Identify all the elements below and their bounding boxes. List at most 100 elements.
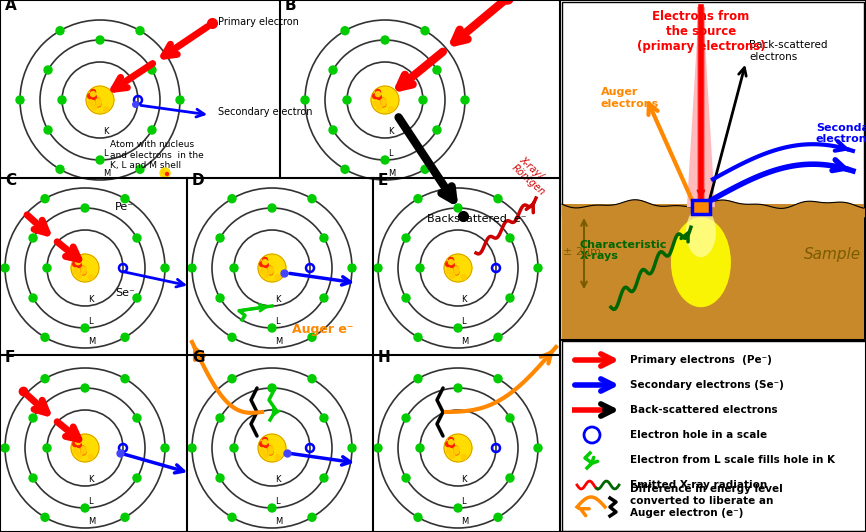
Circle shape: [41, 513, 49, 521]
Text: A: A: [5, 0, 16, 13]
Circle shape: [56, 165, 64, 173]
Circle shape: [268, 449, 273, 454]
Bar: [562, 341, 866, 531]
Polygon shape: [687, 7, 715, 207]
Text: Primary electrons  (Pe⁻): Primary electrons (Pe⁻): [630, 355, 772, 365]
Ellipse shape: [686, 207, 716, 257]
Text: K: K: [103, 127, 108, 136]
Circle shape: [381, 156, 389, 164]
Circle shape: [275, 275, 281, 280]
Circle shape: [308, 375, 316, 383]
Text: G: G: [192, 350, 204, 365]
Bar: [697, 7, 705, 207]
Circle shape: [77, 453, 81, 458]
Circle shape: [133, 294, 141, 302]
Circle shape: [1, 444, 9, 452]
Text: K: K: [461, 295, 467, 304]
Text: Back-scattered
electrons: Back-scattered electrons: [749, 40, 827, 62]
Circle shape: [446, 269, 451, 274]
Text: K: K: [461, 475, 467, 484]
Circle shape: [88, 275, 94, 280]
Circle shape: [506, 294, 514, 302]
Circle shape: [433, 66, 441, 74]
Circle shape: [58, 96, 66, 104]
Circle shape: [308, 333, 316, 342]
Circle shape: [75, 257, 81, 262]
Circle shape: [96, 156, 104, 164]
Circle shape: [301, 96, 309, 104]
Text: L: L: [275, 497, 280, 506]
Circle shape: [103, 107, 108, 112]
Circle shape: [165, 172, 169, 176]
Circle shape: [260, 262, 265, 267]
Circle shape: [449, 273, 455, 278]
Text: Auger e⁻: Auger e⁻: [292, 323, 353, 336]
Circle shape: [329, 126, 337, 134]
Circle shape: [268, 324, 276, 332]
Circle shape: [268, 447, 273, 452]
Circle shape: [161, 264, 169, 272]
Text: Pe⁻: Pe⁻: [115, 202, 134, 212]
Circle shape: [75, 437, 81, 443]
Circle shape: [133, 234, 141, 242]
Circle shape: [329, 66, 337, 74]
Circle shape: [92, 105, 97, 110]
Circle shape: [449, 437, 454, 443]
Circle shape: [44, 126, 52, 134]
Circle shape: [261, 449, 265, 454]
Text: K: K: [88, 475, 94, 484]
Circle shape: [16, 96, 24, 104]
Circle shape: [81, 266, 86, 271]
Circle shape: [421, 27, 429, 35]
Text: H: H: [378, 350, 391, 365]
Circle shape: [41, 375, 49, 383]
Text: Back-scattered electrons: Back-scattered electrons: [630, 405, 778, 415]
Text: Primary electron: Primary electron: [218, 17, 299, 27]
Circle shape: [176, 96, 184, 104]
Circle shape: [86, 86, 114, 114]
Circle shape: [374, 264, 382, 272]
Circle shape: [414, 333, 422, 342]
Circle shape: [268, 504, 276, 512]
Circle shape: [95, 98, 100, 103]
Circle shape: [228, 333, 236, 342]
Circle shape: [216, 294, 224, 302]
Text: L: L: [103, 149, 107, 158]
Circle shape: [341, 165, 349, 173]
Circle shape: [449, 257, 454, 262]
Text: K: K: [388, 127, 393, 136]
Circle shape: [454, 266, 458, 271]
Circle shape: [388, 107, 393, 112]
Text: M: M: [88, 517, 95, 526]
Circle shape: [454, 450, 459, 455]
Text: C: C: [5, 173, 16, 188]
Circle shape: [454, 446, 458, 451]
Text: M: M: [461, 517, 469, 526]
Circle shape: [449, 260, 454, 264]
Circle shape: [454, 449, 459, 454]
Circle shape: [446, 262, 450, 267]
Circle shape: [416, 444, 424, 452]
Circle shape: [121, 333, 129, 342]
Circle shape: [343, 96, 351, 104]
Circle shape: [421, 165, 429, 173]
Circle shape: [188, 444, 196, 452]
Circle shape: [90, 92, 95, 97]
Circle shape: [494, 333, 502, 342]
Circle shape: [56, 27, 64, 35]
Circle shape: [71, 254, 99, 282]
Circle shape: [268, 446, 273, 451]
Circle shape: [81, 449, 86, 454]
Text: Sample: Sample: [804, 247, 861, 262]
Text: M: M: [275, 517, 282, 526]
Circle shape: [348, 264, 356, 272]
Circle shape: [454, 269, 459, 274]
Circle shape: [264, 273, 268, 278]
Circle shape: [381, 102, 386, 107]
Text: Secondary electrons (Se⁻): Secondary electrons (Se⁻): [630, 380, 784, 390]
Circle shape: [121, 375, 129, 383]
Text: Characteristic
X-rays: Characteristic X-rays: [580, 239, 668, 261]
Circle shape: [81, 270, 86, 275]
Text: K: K: [275, 295, 281, 304]
Circle shape: [534, 264, 542, 272]
